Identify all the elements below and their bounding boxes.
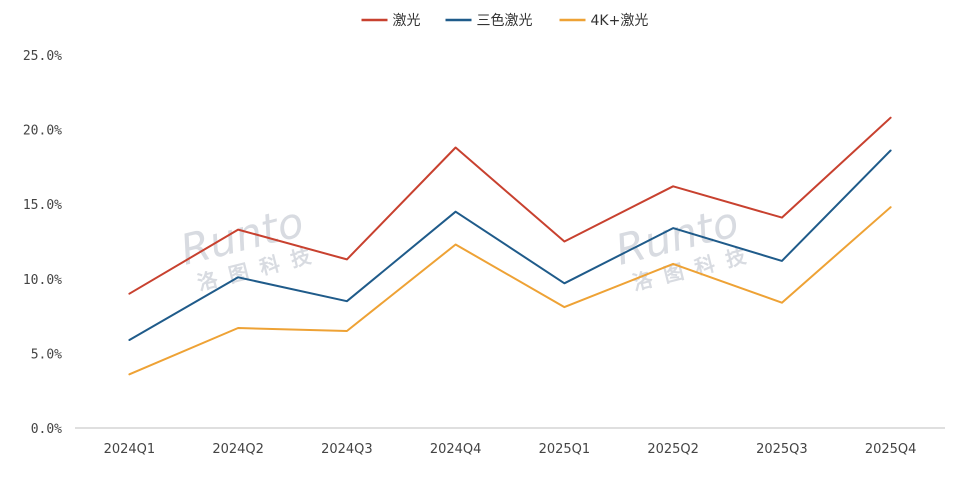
y-tick-label: 5.0% bbox=[31, 347, 62, 362]
y-axis: 0.0% 5.0% 10.0% 15.0% 20.0% 25.0% bbox=[23, 49, 62, 437]
y-tick-label: 15.0% bbox=[23, 198, 62, 213]
y-tick-label: 25.0% bbox=[23, 49, 62, 64]
x-tick-label: 2024Q2 bbox=[212, 442, 264, 457]
series-line bbox=[128, 116, 892, 295]
x-tick-label: 2025Q1 bbox=[539, 442, 591, 457]
x-tick-label: 2024Q1 bbox=[104, 442, 156, 457]
x-tick-label: 2024Q4 bbox=[430, 442, 482, 457]
series-group bbox=[128, 116, 892, 376]
x-tick-label: 2025Q2 bbox=[647, 442, 699, 457]
series-line bbox=[128, 206, 892, 376]
y-tick-label: 0.0% bbox=[31, 422, 62, 437]
x-axis: 2024Q1 2024Q2 2024Q3 2024Q4 2025Q1 2025Q2 2025… bbox=[104, 442, 917, 457]
x-tick-label: 2025Q4 bbox=[865, 442, 917, 457]
y-tick-label: 20.0% bbox=[23, 124, 62, 139]
series-line bbox=[128, 149, 892, 341]
x-tick-label: 2024Q3 bbox=[321, 442, 373, 457]
legend-label: 激光 bbox=[393, 12, 421, 29]
y-tick-label: 10.0% bbox=[23, 273, 62, 288]
legend-label: 4K+激光 bbox=[591, 12, 649, 29]
x-tick-label: 2025Q3 bbox=[756, 442, 808, 457]
legend: 激光 三色激光 4K+激光 bbox=[361, 12, 649, 29]
legend-label: 三色激光 bbox=[477, 12, 533, 29]
